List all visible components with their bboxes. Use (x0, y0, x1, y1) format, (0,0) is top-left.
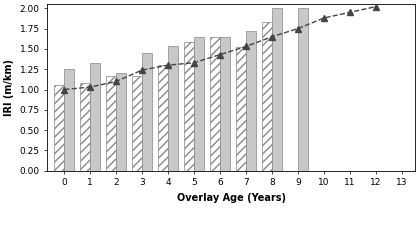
Bar (298, 8, 308, 171)
Y-axis label: IRI (m/km): IRI (m/km) (4, 59, 14, 116)
Bar (106, 76, 116, 171)
Bar (236, 47, 246, 171)
Bar (184, 42, 194, 171)
Bar (91, 63, 100, 171)
Bar (142, 53, 152, 171)
Bar (132, 76, 142, 171)
Bar (158, 65, 168, 171)
Bar (116, 73, 126, 171)
Bar (272, 8, 282, 171)
Bar (220, 37, 230, 171)
Bar (194, 37, 204, 171)
Bar (80, 83, 91, 171)
Bar (246, 31, 256, 171)
Bar (210, 37, 220, 171)
X-axis label: Overlay Age (Years): Overlay Age (Years) (177, 193, 286, 203)
Bar (65, 69, 74, 171)
Bar (262, 22, 272, 171)
Bar (168, 46, 178, 171)
Bar (54, 85, 65, 171)
